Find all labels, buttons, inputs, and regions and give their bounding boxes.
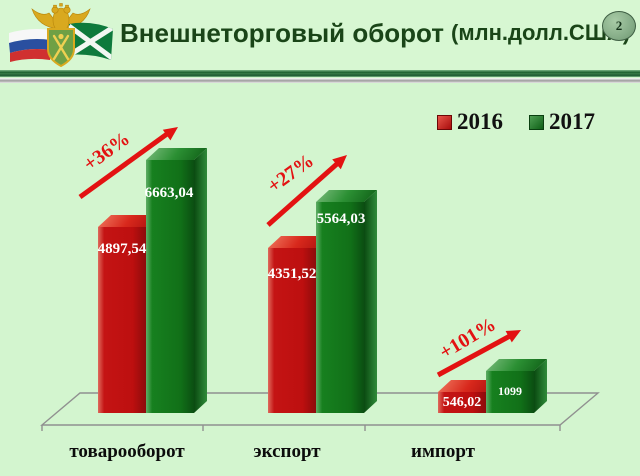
page-number-badge: 2 bbox=[602, 11, 636, 41]
divider-stripe-green bbox=[0, 70, 640, 77]
category-label-turnover: товарооборот bbox=[69, 441, 185, 462]
value-2017-export: 5564,03 bbox=[316, 211, 366, 227]
chart-legend: 2016 2017 bbox=[437, 109, 595, 135]
category-label-import: импорт bbox=[411, 441, 475, 462]
value-2017-import: 1099 bbox=[498, 384, 522, 398]
legend-swatch-2017-icon bbox=[529, 114, 544, 130]
header: Внешнеторговый оборот (млн.долл.США) 2 bbox=[0, 0, 640, 70]
divider-stripe-silver bbox=[0, 78, 640, 83]
double-headed-eagle-icon bbox=[31, 3, 91, 33]
customs-emblem-icon bbox=[9, 3, 113, 67]
page-title: Внешнеторговый оборот (млн.долл.США) bbox=[120, 0, 630, 66]
legend-swatch-2016-icon bbox=[437, 114, 452, 130]
value-2016-turnover: 4897,54 bbox=[97, 241, 147, 257]
category-label-export: экспорт bbox=[253, 441, 321, 462]
russia-flag-icon bbox=[9, 29, 51, 62]
value-2016-import: 546,02 bbox=[442, 395, 482, 410]
legend-label-2017: 2017 bbox=[549, 109, 595, 134]
title-text: Внешнеторговый оборот bbox=[120, 17, 445, 48]
legend-item-2017: 2017 bbox=[529, 109, 595, 135]
value-2017-turnover: 6663,04 bbox=[144, 185, 194, 201]
title-units: (млн.долл.США) bbox=[451, 20, 631, 45]
legend-label-2016: 2016 bbox=[457, 109, 503, 134]
page-number: 2 bbox=[615, 18, 623, 33]
shield-icon bbox=[47, 28, 75, 67]
legend-item-2016: 2016 bbox=[437, 109, 503, 135]
customs-flag-icon bbox=[67, 22, 113, 60]
value-2016-export: 4351,52 bbox=[267, 266, 317, 282]
